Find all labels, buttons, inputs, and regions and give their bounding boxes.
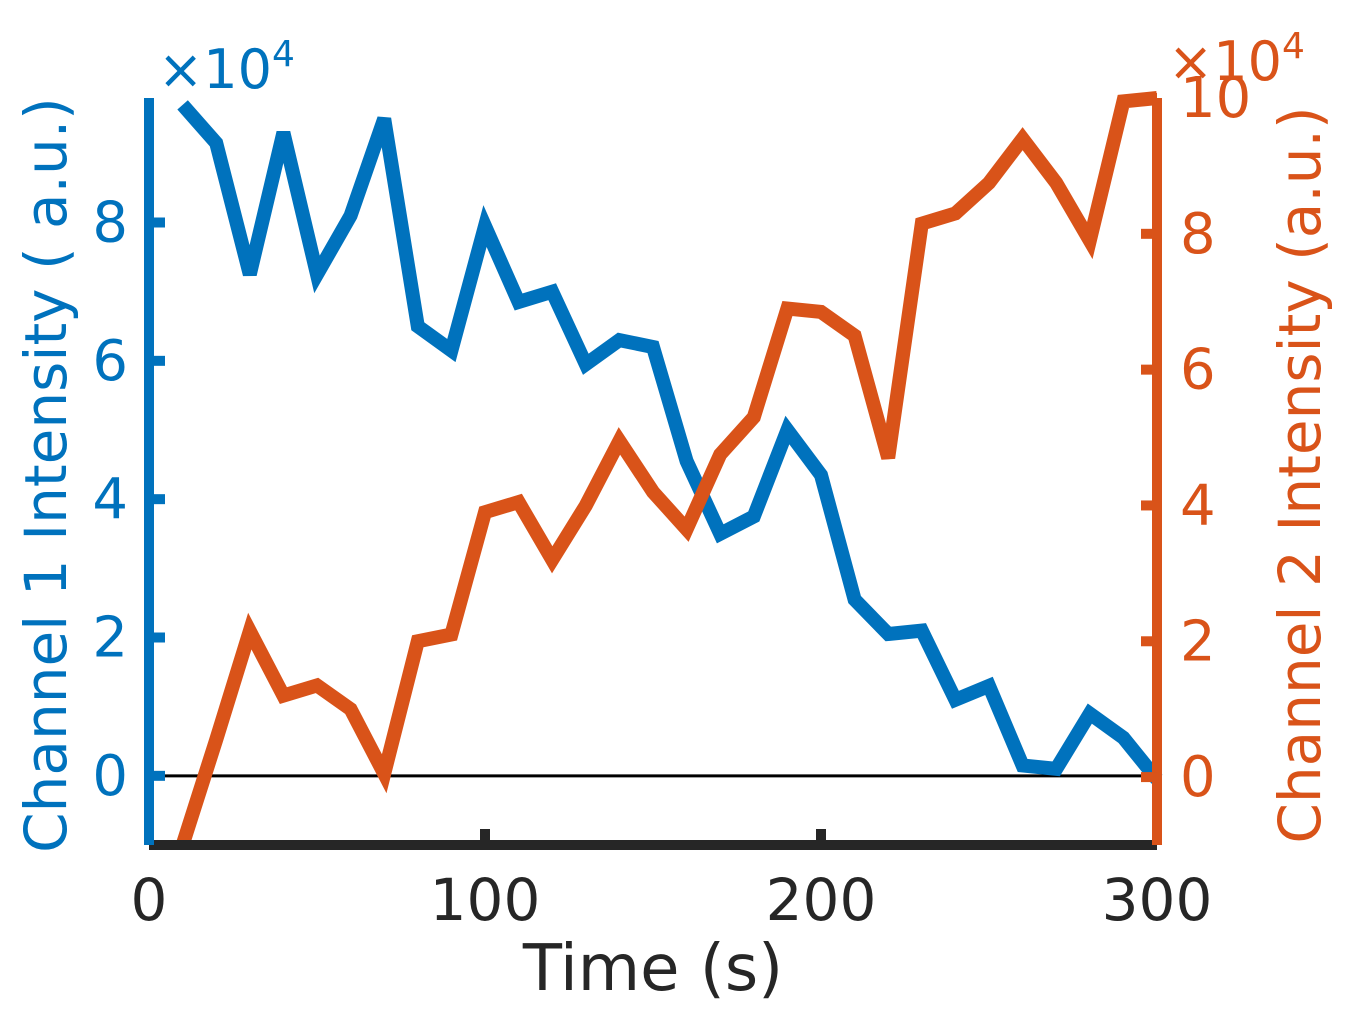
series-lines bbox=[149, 91, 1163, 848]
right-y-tick-label: 4 bbox=[1180, 473, 1216, 538]
x-tick-label: 300 bbox=[1102, 866, 1213, 934]
right-y-tick-label: 2 bbox=[1180, 609, 1216, 674]
left-y-tick-label: 6 bbox=[92, 329, 128, 394]
right-exponent-power: 4 bbox=[1282, 26, 1305, 67]
channel2-line bbox=[175, 91, 1158, 848]
right-y-tick-label: 6 bbox=[1180, 338, 1216, 403]
left-exponent-label: ×104 bbox=[158, 34, 295, 101]
left-y-tick-label: 2 bbox=[92, 606, 128, 671]
axes bbox=[144, 93, 1162, 850]
left-exponent-power: 4 bbox=[272, 34, 295, 75]
x-axis-title: Time (s) bbox=[522, 932, 783, 1006]
x-tick-label: 0 bbox=[131, 866, 168, 934]
right-y-axis-title: Channel 2 Intensity (a.u.) bbox=[1266, 106, 1334, 843]
right-exponent-label: ×104 bbox=[1168, 26, 1305, 93]
left-y-tick-label: 4 bbox=[92, 467, 128, 532]
right-y-tick-label: 8 bbox=[1180, 202, 1216, 267]
x-tick-label: 200 bbox=[766, 866, 877, 934]
x-tick-label: 100 bbox=[430, 866, 541, 934]
left-y-tick-label: 0 bbox=[92, 744, 128, 809]
right-y-tick-label: 10 bbox=[1180, 66, 1251, 131]
left-y-tick-label: 8 bbox=[92, 191, 128, 256]
channel1-line bbox=[177, 100, 1163, 784]
right-y-tick-label: 0 bbox=[1180, 745, 1216, 810]
left-y-axis-title: Channel 1 Intensity ( a.u.) bbox=[12, 97, 80, 853]
